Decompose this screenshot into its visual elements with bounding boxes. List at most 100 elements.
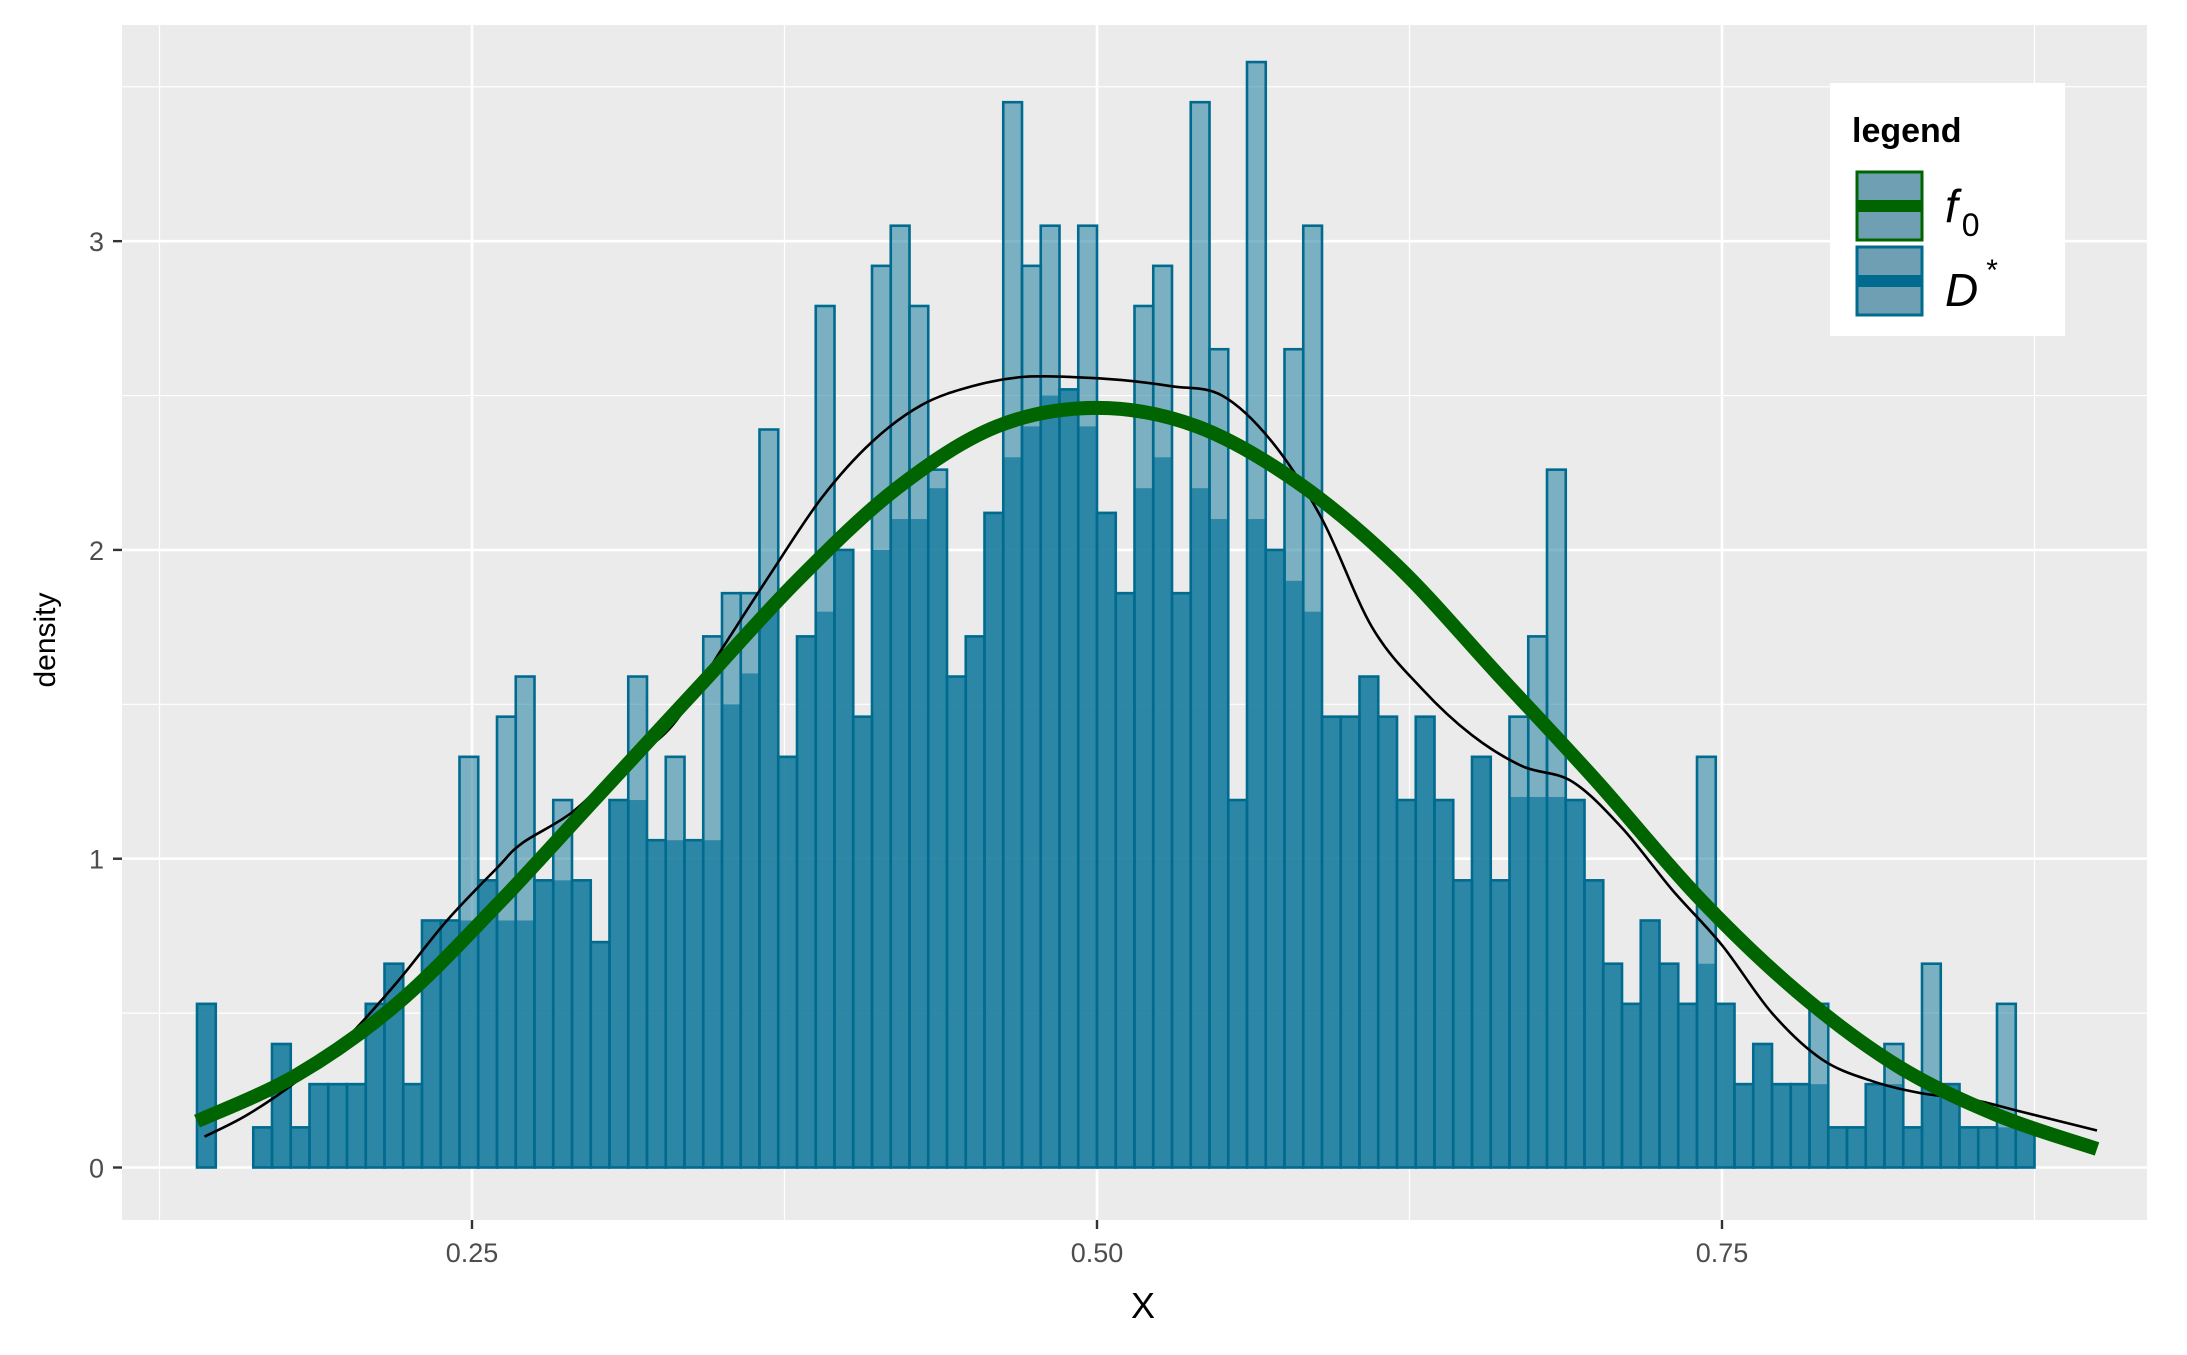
histogram-bar [608, 798, 630, 1169]
histogram-bar [1133, 304, 1155, 1169]
histogram-bar [1451, 879, 1474, 1169]
empirical-density-line [203, 374, 2098, 1138]
histogram-bar [1976, 1126, 1999, 1169]
histogram-bar [1864, 1082, 1886, 1169]
histogram-bar [1470, 755, 1493, 1169]
histogram-bar [308, 1082, 330, 1169]
histogram-bar [1058, 388, 1080, 1169]
histogram-bar [1826, 1126, 1849, 1169]
histogram-bar [1376, 715, 1399, 1169]
histogram-bar [1789, 1082, 1811, 1169]
histogram-bar [1939, 1082, 1961, 1169]
histogram-bar [1845, 1126, 1868, 1169]
histogram-bar [1020, 264, 1043, 1169]
histogram-bar [1208, 347, 1230, 1169]
histogram-bar [289, 1126, 311, 1169]
histogram-bar [833, 548, 855, 1169]
histogram-bar [1433, 798, 1455, 1169]
histogram-bar [758, 428, 780, 1169]
histogram-bar [1358, 675, 1380, 1169]
histogram-bar [1320, 715, 1343, 1169]
histogram-bar [664, 755, 686, 1169]
histogram-bar [195, 1002, 218, 1169]
histogram-bar [964, 635, 986, 1169]
histogram-bar [1076, 224, 1099, 1169]
histogram-bar [1639, 919, 1661, 1169]
y-tick-label: 2 [89, 536, 104, 566]
x-tick-label: 0.25 [446, 1238, 499, 1268]
histogram-bar [1264, 548, 1286, 1169]
histogram-bar [514, 675, 536, 1169]
histogram-bar [814, 304, 836, 1169]
y-tick-label: 3 [89, 227, 104, 257]
histogram-bar [926, 468, 949, 1169]
histogram-bar [1095, 511, 1118, 1169]
histogram-bar [945, 675, 968, 1169]
x-tick-label: 0.75 [1696, 1238, 1749, 1268]
histogram-bar [1695, 755, 1718, 1169]
histogram-bar [458, 755, 480, 1169]
histogram-bar [1601, 962, 1624, 1169]
x-axis-title: X [1131, 1285, 1155, 1326]
histogram-bar [251, 1126, 274, 1169]
histogram-bar [570, 879, 593, 1169]
histogram-bar [1733, 1082, 1755, 1169]
y-tick-label: 0 [89, 1154, 104, 1184]
histogram-bar [889, 224, 911, 1169]
histogram-bar [701, 635, 724, 1169]
histogram-bar [795, 635, 818, 1169]
histogram-bar [645, 838, 668, 1169]
histogram-bar [870, 264, 893, 1169]
axis-layer: 0.25 0.50 0.75 0 1 2 3 [89, 227, 1748, 1268]
histogram-bar [1301, 224, 1324, 1169]
histogram-bar [1339, 715, 1361, 1169]
histogram-bar [1920, 962, 1943, 1169]
f0-density-line [194, 400, 2100, 1156]
histogram-bar [495, 715, 518, 1169]
histogram-bar [683, 838, 705, 1169]
series-lines [194, 374, 2100, 1156]
histogram-bar [851, 715, 874, 1169]
histogram-bar [1583, 879, 1605, 1169]
histogram-bar [908, 304, 930, 1169]
histogram-bar [1226, 798, 1249, 1169]
histogram-bar [983, 511, 1005, 1169]
histogram-bar [345, 1082, 368, 1169]
histogram-bar [1114, 591, 1136, 1169]
histogram-bar [1883, 1042, 1905, 1169]
histogram-bar [1414, 715, 1436, 1169]
histogram-bar [270, 1042, 293, 1169]
histogram-bar [1001, 100, 1024, 1169]
histogram-bar [401, 1082, 424, 1169]
histogram-bar [1489, 879, 1511, 1169]
histogram-bar [1545, 468, 1568, 1169]
histogram-bar [589, 940, 611, 1169]
histogram-bar [533, 879, 555, 1169]
histogram-bar [326, 1082, 349, 1169]
histogram-bar [1508, 715, 1530, 1169]
histogram-bar [1395, 798, 1418, 1169]
histogram-bar [1170, 591, 1193, 1169]
histogram-bar [1714, 1002, 1736, 1169]
histogram-bar [720, 591, 743, 1169]
histogram-bar [1808, 1002, 1830, 1169]
histogram-bar [1151, 264, 1174, 1169]
histogram-bar [739, 591, 761, 1169]
histogram-bar [1958, 1126, 1980, 1169]
histogram-bar [1620, 1002, 1643, 1169]
legend-key-dstar [1855, 245, 1924, 317]
y-axis-title: density [29, 592, 62, 687]
histogram-bar [1039, 224, 1061, 1169]
histogram-bar [551, 798, 574, 1169]
histogram-bar [1676, 1002, 1699, 1169]
histogram-bar [1770, 1082, 1793, 1169]
histogram-bar [1995, 1002, 2018, 1169]
legend-key-f0 [1855, 170, 1924, 242]
histogram-bar [1751, 1042, 1774, 1169]
y-tick-label: 1 [89, 845, 104, 875]
legend-label-dstar: D * [1945, 254, 1998, 316]
histogram-bar [1901, 1126, 1924, 1169]
